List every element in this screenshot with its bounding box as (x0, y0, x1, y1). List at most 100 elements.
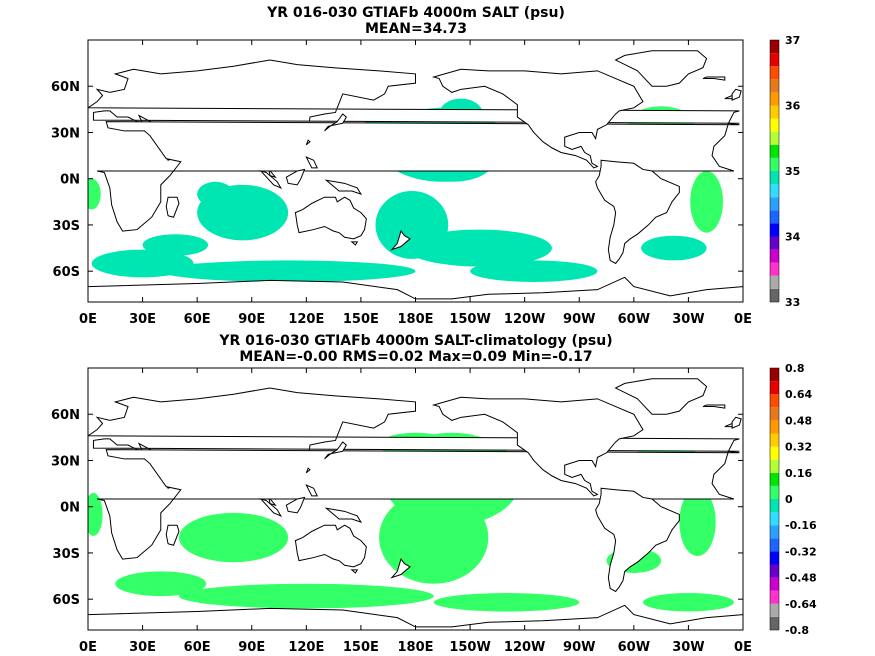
colorbar-segment (770, 275, 779, 289)
landmass (324, 441, 348, 460)
field-patch (178, 512, 289, 563)
colorbar-segment (770, 368, 779, 382)
bottom-colorbar: 0.8 0.64 0.48 0.32 0.16 0 -0.16 -0.32 -0.48 -0.64… (769, 362, 817, 637)
colorbar-frame (769, 367, 780, 631)
landmass (702, 76, 726, 81)
bottom-stats-label: MEAN=-0.00 RMS=0.02 Max=0.09 Min=-0.17 (239, 349, 592, 365)
colorbar-label: -0.16 (785, 519, 817, 532)
x-tick-label: 90E (238, 640, 265, 655)
colorbar-label: 0.8 (785, 362, 805, 375)
colorbar-segment (770, 40, 779, 54)
colorbar-segment (770, 525, 779, 539)
landmass (724, 422, 733, 428)
colorbar-label: 35 (785, 165, 800, 178)
top-panel-salinity: YR 016-030 GTIAFb 4000m SALT (psu) MEAN=… (51, 5, 801, 327)
colorbar-label: 37 (785, 34, 800, 47)
x-tick-label: 120E (288, 640, 324, 655)
y-tick-label: 60N (51, 80, 80, 95)
x-tick-label: 0E (79, 640, 97, 655)
x-tick-label: 120E (288, 312, 324, 327)
colorbar-segment (770, 446, 779, 460)
landmass (724, 94, 733, 100)
x-tick-label: 30E (129, 640, 156, 655)
y-tick-label: 0N (60, 173, 80, 188)
bottom-axis-ticks: 0E 30E 60E 90E 120E 150E 180E 150W 120W 90W 60W 30W… (51, 368, 752, 655)
y-tick-label: 60S (53, 265, 80, 280)
colorbar-segment (770, 564, 779, 578)
x-tick-label: 60E (184, 640, 211, 655)
colorbar-segment (770, 236, 779, 250)
colorbar-segment (770, 157, 779, 171)
plot-area (88, 368, 743, 630)
colorbar-segment (770, 577, 779, 591)
landmass (324, 507, 363, 524)
colorbar-label: -0.64 (785, 598, 817, 611)
x-tick-label: 90W (563, 640, 595, 655)
field-patch (178, 583, 434, 609)
colorbar-segment (770, 512, 779, 526)
colorbar-segment (770, 420, 779, 434)
x-tick-label: 60W (618, 640, 650, 655)
colorbar-label: 36 (785, 100, 801, 113)
colorbar-segment (770, 53, 779, 67)
landmass (88, 276, 743, 302)
field-patch (142, 234, 209, 256)
colorbar-segment (770, 249, 779, 263)
top-mean-label: MEAN=34.73 (365, 21, 467, 37)
landmass (285, 496, 306, 514)
y-tick-label: 60N (51, 408, 80, 423)
y-tick-label: 0N (60, 501, 80, 516)
x-tick-label: 180E (397, 640, 433, 655)
top-map (87, 39, 744, 303)
colorbar-segment (770, 79, 779, 93)
colorbar-segment (770, 118, 779, 132)
landmass (305, 156, 319, 169)
landmass (259, 170, 283, 190)
colorbar-segment (770, 144, 779, 158)
landmass (595, 487, 680, 593)
y-tick-label: 30N (51, 454, 80, 469)
colorbar-label: 0.48 (785, 414, 812, 427)
landmass (305, 139, 311, 146)
colorbar-segment (770, 223, 779, 237)
colorbar-frame (769, 39, 780, 303)
landmass (305, 484, 319, 497)
colorbar-segment (770, 171, 779, 185)
colorbar-label: -0.32 (785, 545, 817, 558)
x-tick-label: 90E (238, 312, 265, 327)
x-tick-label: 150W (449, 640, 490, 655)
x-tick-label: 120W (504, 312, 545, 327)
y-tick-label: 30N (51, 126, 80, 141)
landmass (305, 467, 311, 474)
x-tick-label: 180E (397, 312, 433, 327)
field-patch (641, 235, 707, 261)
x-tick-label: 0E (79, 312, 97, 327)
colorbar-label: 0.16 (785, 467, 812, 480)
colorbar-segment (770, 210, 779, 224)
landmass (390, 558, 411, 579)
colorbar-segment (770, 105, 779, 119)
colorbar-segment (770, 407, 779, 421)
field-patch (470, 260, 598, 282)
landmass (595, 159, 680, 265)
field-patch (197, 181, 234, 207)
top-title: YR 016-030 GTIAFb 4000m SALT (psu) (266, 5, 565, 21)
x-tick-label: 60E (184, 312, 211, 327)
landmass (390, 230, 411, 251)
landmass (285, 168, 306, 186)
field-patch (642, 593, 734, 612)
colorbar-label: 34 (785, 231, 801, 244)
x-tick-label: 150E (343, 312, 379, 327)
bottom-title: YR 016-030 GTIAFb 4000m SALT-climatology… (218, 333, 612, 349)
colorbar-label: 0.32 (785, 441, 812, 454)
y-tick-label: 30S (53, 219, 80, 234)
colorbar-segment (770, 472, 779, 486)
colorbar-label: 0.64 (785, 388, 812, 401)
colorbar-segment (770, 92, 779, 106)
colorbar-segment (770, 616, 779, 630)
field-patch (406, 229, 552, 267)
colorbar-segment (770, 433, 779, 447)
colorbar-label: -0.48 (785, 572, 817, 585)
colorbar-segment (770, 131, 779, 145)
landmass (431, 396, 644, 497)
